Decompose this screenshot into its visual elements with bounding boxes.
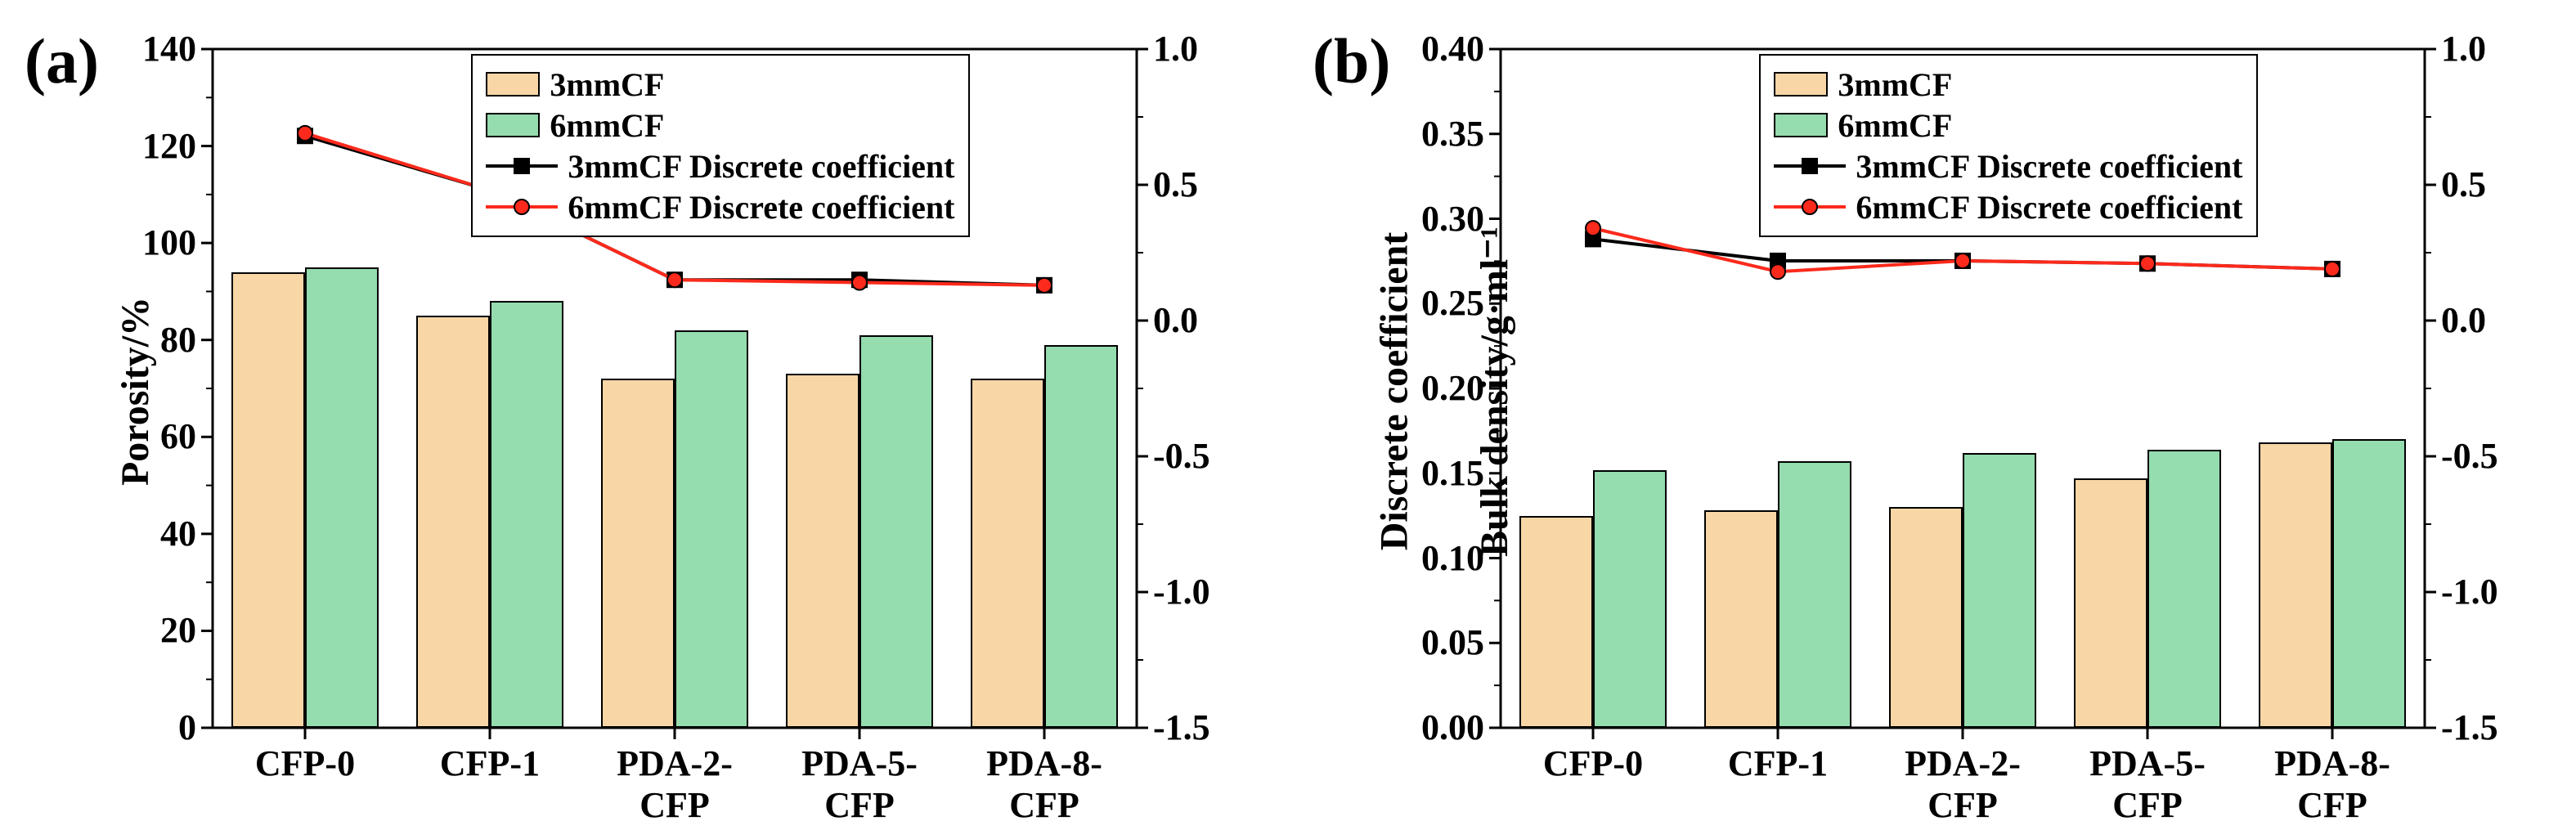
ytick-right: 1.0 [2441, 28, 2486, 70]
legend-swatch [486, 72, 540, 96]
panel-label: (b) [1313, 25, 1390, 98]
ytick-right: 0.0 [2441, 299, 2486, 341]
ytick-right: -1.0 [1153, 571, 1210, 612]
legend: 3mmCF6mmCF3mmCF Discrete coefficient6mmC… [471, 54, 969, 237]
ytick-left: 40 [106, 513, 196, 554]
ytick-right: -0.5 [1153, 435, 1210, 477]
ytick-right: 0.0 [1153, 299, 1198, 341]
ytick-left: 0.05 [1394, 621, 1484, 663]
xtick-label: PDA-2-CFP [582, 743, 767, 826]
legend-label: 3mmCF Discrete coefficient [1856, 147, 2242, 186]
legend-line-sample [1774, 195, 1846, 219]
xtick-label: CFP-1 [397, 743, 582, 784]
panel-b: (b)0.000.050.100.150.200.250.300.350.40-… [1288, 0, 2576, 839]
xtick-label: PDA-5-CFP [2055, 743, 2240, 826]
xtick-label: PDA-8-CFP [2240, 743, 2425, 826]
legend-item: 6mmCF [486, 105, 954, 146]
y-axis-title-left: Bulk density/g·ml⁻¹ [1471, 227, 1517, 557]
ytick-right: -1.5 [1153, 707, 1210, 748]
legend-label: 6mmCF [550, 106, 664, 145]
legend-label: 3mmCF [550, 65, 664, 104]
legend-item: 3mmCF Discrete coefficient [1774, 146, 2242, 186]
y-axis-title-left: Porosity/% [113, 297, 158, 486]
legend-item: 3mmCF Discrete coefficient [486, 146, 954, 186]
legend-item: 6mmCF Discrete coefficient [1774, 186, 2242, 227]
legend-label: 3mmCF Discrete coefficient [568, 147, 954, 186]
xtick-label: PDA-8-CFP [952, 743, 1137, 826]
panel-label: (a) [25, 25, 99, 98]
ytick-left: 120 [106, 125, 196, 167]
legend-label: 6mmCF [1838, 106, 1952, 145]
ytick-right: -1.0 [2441, 571, 2498, 612]
figure: (a)020406080100120140-1.5-1.0-0.50.00.51… [0, 0, 2576, 839]
legend-item: 3mmCF [486, 64, 954, 105]
legend-item: 6mmCF Discrete coefficient [486, 186, 954, 227]
legend-line-sample [486, 154, 558, 178]
legend-line-sample [1774, 154, 1846, 178]
legend-swatch [486, 113, 540, 137]
legend-item: 6mmCF [1774, 105, 2242, 146]
legend-line-sample [486, 195, 558, 219]
legend-item: 3mmCF [1774, 64, 2242, 105]
xtick-label: PDA-2-CFP [1870, 743, 2055, 826]
ytick-left: 0.35 [1394, 113, 1484, 155]
ytick-left: 0.00 [1394, 707, 1484, 748]
xtick-label: CFP-0 [1501, 743, 1685, 784]
legend: 3mmCF6mmCF3mmCF Discrete coefficient6mmC… [1759, 54, 2257, 237]
legend-label: 6mmCF Discrete coefficient [568, 188, 954, 227]
ytick-right: -0.5 [2441, 435, 2498, 477]
ytick-right: 1.0 [1153, 28, 1198, 70]
ytick-left: 0.40 [1394, 28, 1484, 70]
legend-label: 6mmCF Discrete coefficient [1856, 188, 2242, 227]
panel-a: (a)020406080100120140-1.5-1.0-0.50.00.51… [0, 0, 1288, 839]
legend-swatch [1774, 72, 1828, 96]
ytick-right: 0.5 [1153, 164, 1198, 205]
legend-label: 3mmCF [1838, 65, 1952, 104]
ytick-right: 0.5 [2441, 164, 2486, 205]
ytick-left: 100 [106, 222, 196, 263]
legend-swatch [1774, 113, 1828, 137]
xtick-label: PDA-5-CFP [767, 743, 952, 826]
ytick-right: -1.5 [2441, 707, 2498, 748]
ytick-left: 20 [106, 609, 196, 651]
ytick-left: 140 [106, 28, 196, 70]
xtick-label: CFP-0 [213, 743, 397, 784]
ytick-left: 0 [106, 707, 196, 748]
xtick-label: CFP-1 [1685, 743, 1870, 784]
